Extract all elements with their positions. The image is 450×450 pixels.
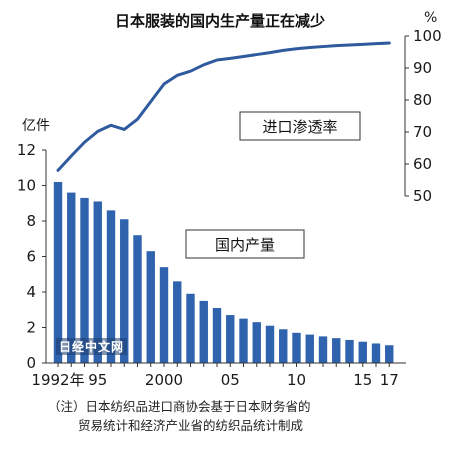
bar-2000 <box>159 267 169 363</box>
bar-1998 <box>133 235 142 363</box>
x-tick-label: 2000 <box>145 371 183 389</box>
bar-2005 <box>226 315 235 363</box>
bar-1999 <box>146 251 155 363</box>
right-tick-label: 100 <box>413 27 442 45</box>
bar-2015 <box>358 341 367 363</box>
bar-2016 <box>371 343 381 363</box>
bar-2012 <box>318 336 328 364</box>
right-axis: 50 60 70 80 90 100 <box>404 27 442 205</box>
bar-2010 <box>292 332 301 363</box>
x-tick-label: 05 <box>221 371 240 389</box>
chart-title: 日本服装的国内生产量正在减少 <box>115 12 325 30</box>
bar-1997 <box>120 219 129 363</box>
series-label-domestic: 国内产量 <box>215 236 275 254</box>
right-tick-label: 80 <box>413 91 432 109</box>
left-axis: 0 2 4 6 8 10 12 <box>17 141 47 372</box>
x-tick-label: 15 <box>353 371 372 389</box>
right-tick-label: 70 <box>413 123 432 141</box>
bar-1996 <box>106 210 116 363</box>
import-line <box>56 41 391 172</box>
x-tick-label: 1992年 <box>31 371 84 389</box>
x-tick-label: 95 <box>88 371 107 389</box>
left-tick-label: 4 <box>26 283 36 301</box>
left-tick-label: 2 <box>26 319 36 337</box>
bar-1992 <box>53 181 63 363</box>
bar-2011 <box>305 334 314 363</box>
right-axis-unit: % <box>424 10 437 26</box>
left-tick-label: 10 <box>17 177 36 195</box>
right-tick-label: 60 <box>413 155 432 173</box>
bar-1994 <box>80 197 89 363</box>
bar-2001 <box>173 281 182 363</box>
label-box-domestic: 国内产量 <box>185 229 305 259</box>
left-tick-label: 0 <box>26 354 36 372</box>
footnote: （注）日本纺织品进口商协会基于日本财务省的 贸易统计和经济产业省的纺织品统计制成 <box>48 397 311 435</box>
right-tick-label: 90 <box>413 59 432 77</box>
bar-2003 <box>199 300 208 364</box>
bar-2007 <box>252 322 261 363</box>
bar-2017 <box>385 345 394 363</box>
line-series-import <box>56 41 391 172</box>
bar-2014 <box>345 339 354 363</box>
left-tick-label: 8 <box>26 212 36 230</box>
bar-2006 <box>239 318 248 364</box>
x-tick-label: 10 <box>287 371 306 389</box>
left-axis-unit: 亿件 <box>22 118 50 134</box>
right-tick-label: 50 <box>413 187 432 205</box>
series-label-import: 进口渗透率 <box>262 118 337 136</box>
watermark: 日经中文网 <box>56 338 128 355</box>
bar-2009 <box>279 329 288 363</box>
x-axis: 1992年 95 2000 05 10 15 17 <box>31 362 406 389</box>
footnote-line-1: （注）日本纺织品进口商协会基于日本财务省的 <box>48 399 311 414</box>
left-tick-label: 12 <box>17 141 36 159</box>
x-tick-label: 17 <box>380 371 399 389</box>
bar-1993 <box>67 192 76 363</box>
bar-2008 <box>265 325 275 363</box>
bar-1995 <box>93 201 102 363</box>
left-tick-label: 6 <box>26 248 36 266</box>
bar-2013 <box>332 338 341 363</box>
label-box-import: 进口渗透率 <box>239 111 361 141</box>
bar-2004 <box>212 307 222 363</box>
bar-2002 <box>186 293 195 363</box>
bar-series-domestic <box>53 181 394 364</box>
footnote-line-2: 贸易统计和经济产业省的纺织品统计制成 <box>78 418 304 433</box>
